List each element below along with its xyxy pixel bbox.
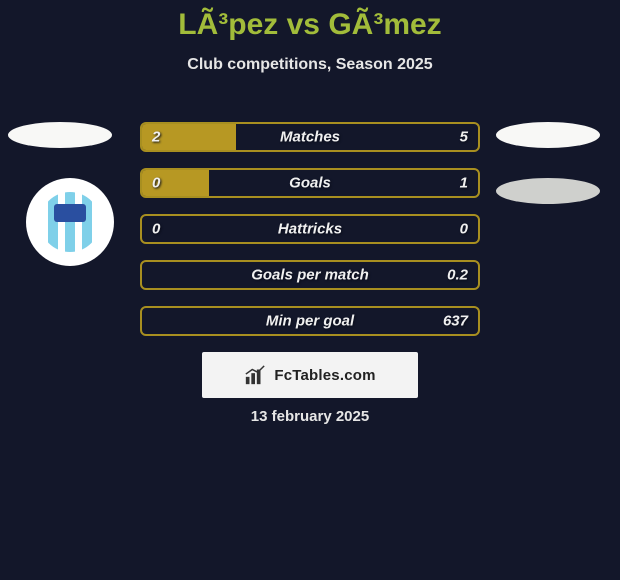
watermark-box[interactable]: FcTables.com xyxy=(202,352,418,398)
stats-container: 2 Matches 5 0 Goals 1 0 Hattricks 0 Goal… xyxy=(140,122,480,336)
page-subtitle: Club competitions, Season 2025 xyxy=(0,56,620,74)
stat-label: Goals xyxy=(289,175,331,192)
stat-row-min-per-goal: Min per goal 637 xyxy=(140,306,480,336)
player-right-photo-placeholder xyxy=(496,122,600,148)
stat-label: Goals per match xyxy=(251,267,369,284)
bar-chart-icon xyxy=(244,364,266,386)
stat-label: Hattricks xyxy=(278,221,342,238)
stat-row-goals: 0 Goals 1 xyxy=(140,168,480,198)
stat-right-value: 0.2 xyxy=(447,267,468,284)
stat-right-value: 1 xyxy=(460,175,468,192)
stat-label: Matches xyxy=(280,129,340,146)
player-left-photo-placeholder xyxy=(8,122,112,148)
stat-right-value: 637 xyxy=(443,313,468,330)
stat-label: Min per goal xyxy=(266,313,354,330)
stat-row-matches: 2 Matches 5 xyxy=(140,122,480,152)
stat-row-goals-per-match: Goals per match 0.2 xyxy=(140,260,480,290)
watermark-text: FcTables.com xyxy=(274,367,375,384)
stat-right-value: 5 xyxy=(460,129,468,146)
player-right-club-placeholder xyxy=(496,178,600,204)
page-title: LÃ³pez vs GÃ³mez xyxy=(0,0,620,42)
footer-date: 13 february 2025 xyxy=(0,408,620,425)
stat-right-value: 0 xyxy=(460,221,468,238)
team-crest-left xyxy=(26,178,114,266)
stat-left-value: 0 xyxy=(152,175,160,192)
stat-left-value: 0 xyxy=(152,221,160,238)
stat-left-value: 2 xyxy=(152,129,160,146)
stat-row-hattricks: 0 Hattricks 0 xyxy=(140,214,480,244)
